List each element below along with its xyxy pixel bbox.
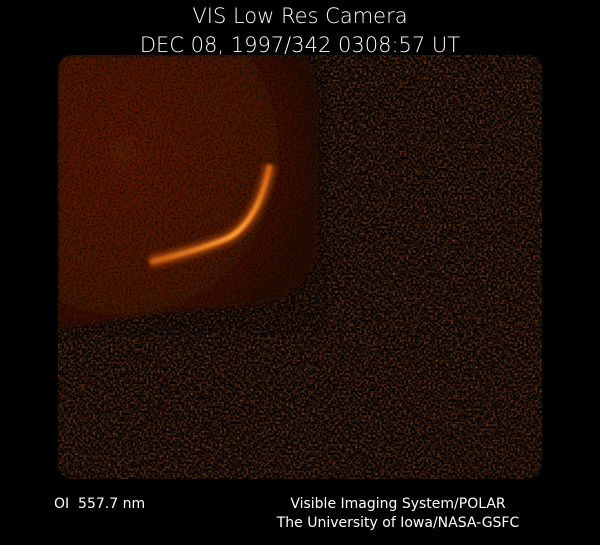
credit-line: The University of Iowa/NASA-GSFC [276, 515, 520, 531]
aurora-arc [149, 164, 273, 265]
image [58, 55, 542, 479]
timestamp: DEC 08, 1997/342 0308:57 UT [140, 33, 460, 57]
title: VIS Low Res Camera [192, 4, 407, 28]
credit-line: Visible Imaging System/POLAR [290, 496, 506, 512]
filter-label: OI 557.7 nm [54, 496, 145, 512]
glow-texture [58, 55, 328, 335]
